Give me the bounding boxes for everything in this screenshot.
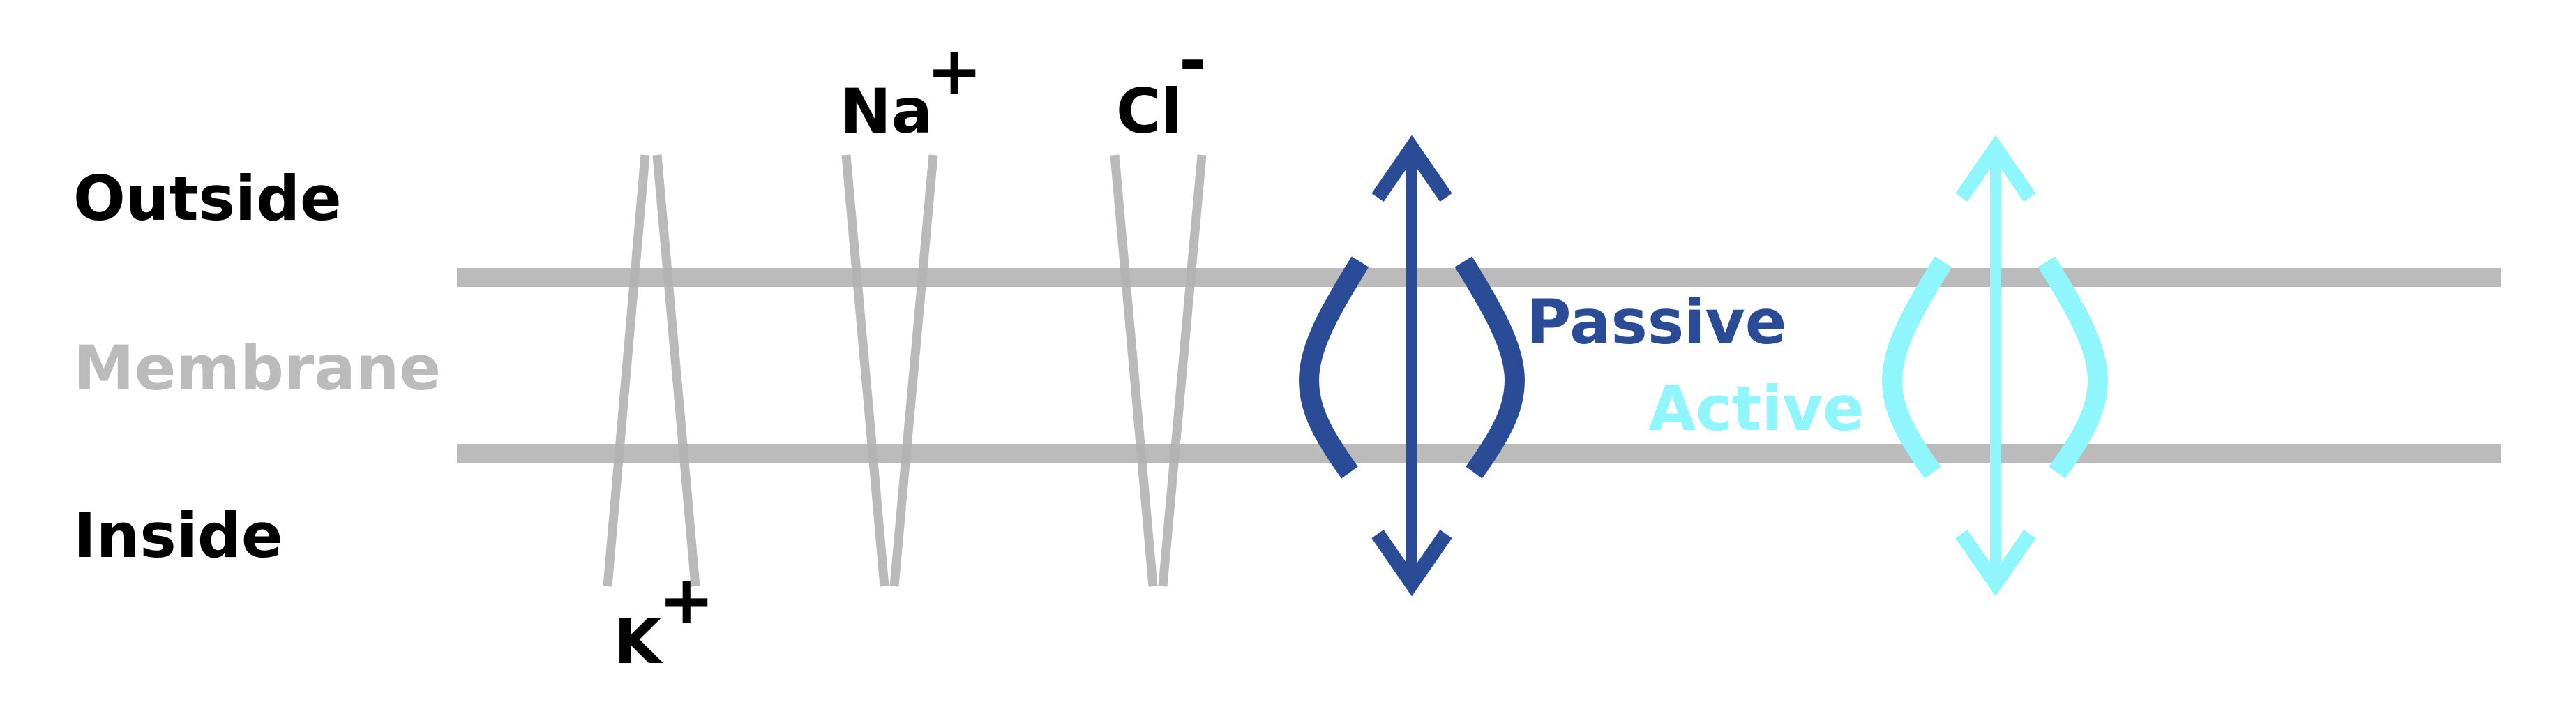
potassium-channel (603, 154, 700, 587)
passive-arrow-head-up (1371, 135, 1452, 202)
potassium-label: K + (614, 561, 714, 678)
inside-label: Inside (73, 500, 283, 572)
passive-label: Passive (1526, 286, 1786, 358)
outside-label: Outside (73, 163, 342, 235)
sodium-label: Na + (840, 32, 982, 147)
chloride-channel (1110, 154, 1207, 587)
active-arrow-head-up (1955, 135, 2036, 202)
membrane-label: Membrane (73, 332, 441, 404)
active-transporter (1882, 135, 2108, 597)
active-arrow-head-down (1955, 530, 2036, 597)
sodium-channel (841, 154, 938, 587)
passive-arrow-head-down (1371, 530, 1452, 597)
chloride-charge: - (1179, 22, 1207, 100)
potassium-charge: + (658, 561, 714, 639)
active-right-bracket (2038, 256, 2108, 479)
passive-right-bracket (1454, 256, 1525, 479)
active-left-bracket (1882, 256, 1952, 479)
ion-channels (603, 154, 1207, 587)
passive-left-bracket (1299, 256, 1369, 479)
potassium-symbol: K (614, 606, 663, 678)
sodium-charge: + (926, 32, 982, 110)
active-label: Active (1648, 373, 1865, 445)
passive-transporter (1299, 135, 1525, 597)
chloride-label: Cl - (1116, 22, 1207, 147)
chloride-symbol: Cl (1116, 75, 1182, 147)
sodium-symbol: Na (840, 75, 933, 147)
